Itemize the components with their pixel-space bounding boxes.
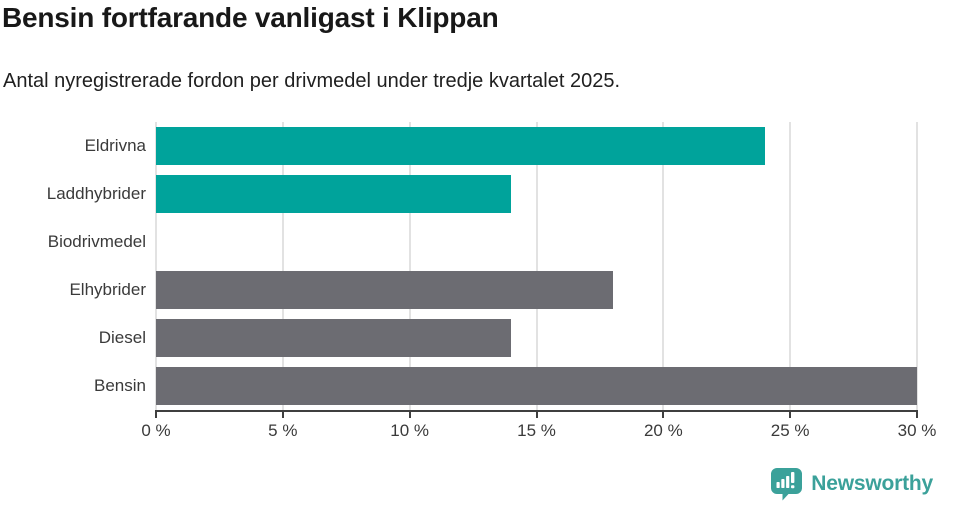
x-axis-tick xyxy=(281,412,284,418)
x-axis-tick-label: 20 % xyxy=(643,421,683,440)
gridline xyxy=(662,122,665,410)
category-label-bensin: Bensin xyxy=(94,376,146,395)
x-axis-tick-label: 0 % xyxy=(141,421,171,440)
gridline xyxy=(916,122,918,410)
chart-title: Bensin fortfarande vanligast i Klippan xyxy=(2,2,499,33)
category-label-elhybrider: Elhybrider xyxy=(69,280,146,299)
x-axis-tick-label: 5 % xyxy=(268,421,298,440)
category-label-eldrivna: Eldrivna xyxy=(84,136,146,155)
chart-subtitle: Antal nyregistrerade fordon per drivmede… xyxy=(3,70,621,92)
plot-area xyxy=(155,122,918,410)
category-label-laddhybrider: Laddhybrider xyxy=(46,184,146,203)
newsworthy-logo-icon xyxy=(771,468,803,501)
bar-row xyxy=(156,170,917,218)
x-axis-tick-label: 15 % xyxy=(517,421,556,440)
bar-laddhybrider xyxy=(156,175,512,213)
x-axis-tick-label: 10 % xyxy=(390,421,430,440)
brand-name: Newsworthy xyxy=(811,472,933,495)
gridline xyxy=(281,122,284,410)
bar-row xyxy=(156,314,917,362)
x-axis-tick-label: 25 % xyxy=(770,421,810,440)
bar-row xyxy=(156,218,917,266)
x-axis-tick-label: 30 % xyxy=(897,421,937,440)
bar-row xyxy=(156,266,917,314)
gridline xyxy=(408,122,411,410)
gridline xyxy=(535,122,538,410)
bar-bensin xyxy=(156,367,917,405)
category-label-diesel: Diesel xyxy=(98,328,146,347)
bar-diesel xyxy=(156,319,512,357)
category-axis: Eldrivna Laddhybrider Biodrivmedel Elhybrid… xyxy=(0,122,146,410)
category-label-biodrivmedel: Biodrivmedel xyxy=(47,232,146,251)
bar-elhybrider xyxy=(156,271,613,309)
x-axis-tick xyxy=(535,412,538,418)
x-axis-line xyxy=(155,410,918,412)
x-axis-tick xyxy=(155,412,157,418)
x-axis-tick xyxy=(662,412,665,418)
x-axis-tick xyxy=(789,412,792,418)
gridline xyxy=(789,122,792,410)
brand-footer: Newsworthy xyxy=(770,467,933,501)
bar-row xyxy=(156,362,917,410)
gridline xyxy=(155,122,157,410)
x-axis-tick xyxy=(408,412,411,418)
bar-eldrivna xyxy=(156,127,765,165)
bar-row xyxy=(156,122,917,170)
x-axis-tick xyxy=(916,412,918,418)
